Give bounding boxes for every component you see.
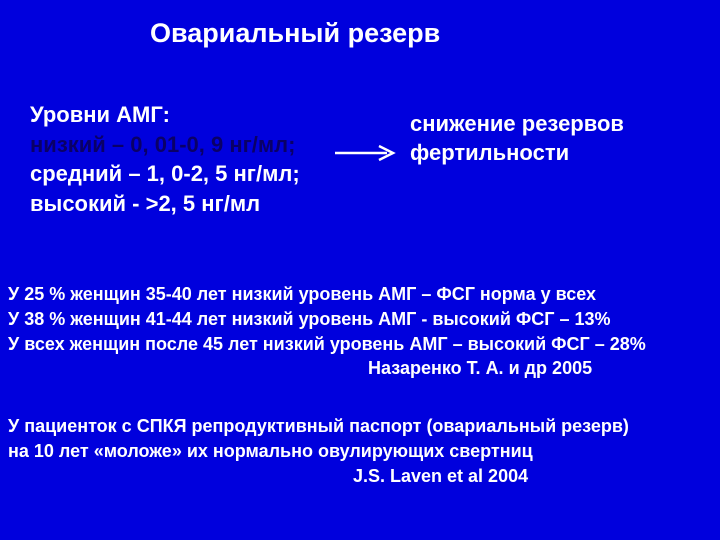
slide-container: Овариальный резерв Уровни АМГ: низкий – … bbox=[0, 0, 720, 540]
slide-title: Овариальный резерв bbox=[150, 18, 440, 49]
stats-reference: Назаренко Т. А. и др 2005 bbox=[8, 356, 646, 381]
paragraph-block: У пациенток с СПКЯ репродуктивный паспор… bbox=[8, 414, 629, 488]
arrow-icon bbox=[335, 144, 399, 162]
stats-block: У 25 % женщин 35-40 лет низкий уровень А… bbox=[8, 282, 646, 381]
amg-high: высокий - >2, 5 нг/мл bbox=[30, 189, 300, 219]
amg-levels-block: Уровни АМГ: низкий – 0, 01-0, 9 нг/мл; с… bbox=[30, 100, 300, 219]
amg-header: Уровни АМГ: bbox=[30, 100, 300, 130]
stats-line-2: У 38 % женщин 41-44 лет низкий уровень А… bbox=[8, 307, 646, 332]
paragraph-line-2: на 10 лет «моложе» их нормально овулирую… bbox=[8, 439, 629, 464]
stats-line-3: У всех женщин после 45 лет низкий уровен… bbox=[8, 332, 646, 357]
consequence-block: снижение резервов фертильности bbox=[410, 110, 624, 167]
amg-low: низкий – 0, 01-0, 9 нг/мл; bbox=[30, 130, 300, 160]
amg-mid: средний – 1, 0-2, 5 нг/мл; bbox=[30, 159, 300, 189]
consequence-line1: снижение резервов bbox=[410, 110, 624, 139]
consequence-line2: фертильности bbox=[410, 139, 624, 168]
paragraph-line-1: У пациенток с СПКЯ репродуктивный паспор… bbox=[8, 414, 629, 439]
stats-line-1: У 25 % женщин 35-40 лет низкий уровень А… bbox=[8, 282, 646, 307]
paragraph-reference: J.S. Laven et al 2004 bbox=[8, 464, 629, 489]
